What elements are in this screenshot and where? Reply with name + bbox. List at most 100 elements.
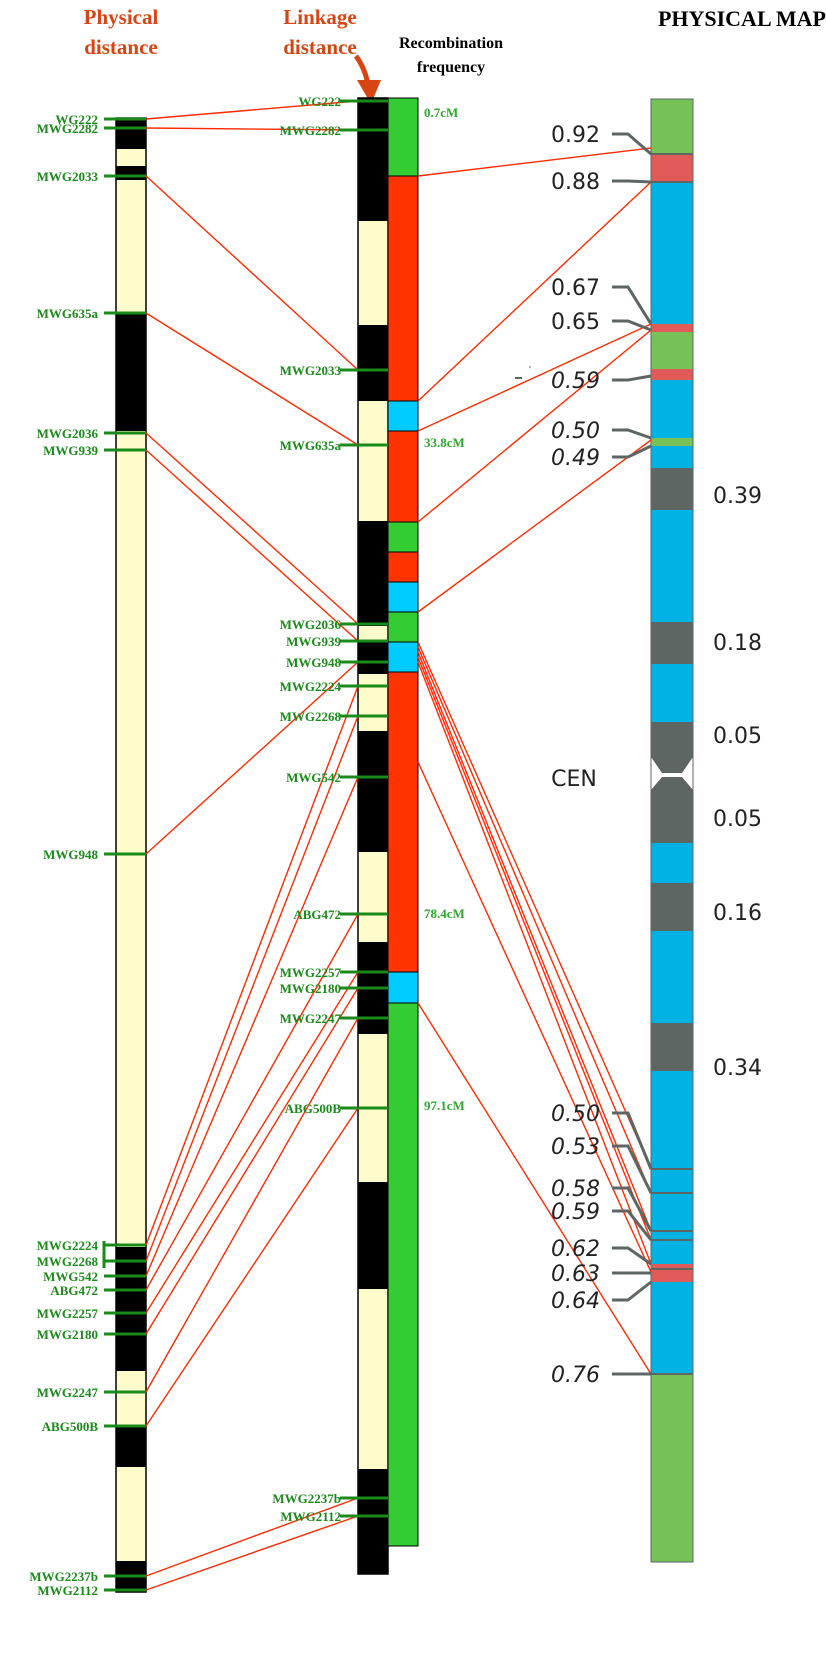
recomb-cm-label: 0.7cM [424,105,458,120]
map-value-tick [612,179,652,184]
recomb-cyan-segment [387,581,419,613]
map-value-label: 0.50 [551,419,600,444]
recombination-frequency-title-line1: Recombination [399,35,503,52]
physical-map-chromosome [650,98,694,1563]
connector-line [417,439,652,613]
map-value-label: 0.76 [551,1363,600,1388]
recomb-cm-label: 78.4cM [424,906,465,921]
mid-chrom-black-band [358,1182,388,1289]
left-marker-label: MWG2224 [37,1238,99,1253]
mid-chrom-black-band [358,640,388,674]
map-value-label: 0.63 [551,1262,600,1287]
map-blue-band [651,1282,693,1374]
mid-marker-label: ABG472 [293,907,341,922]
map-centromere-lower [651,777,693,843]
map-value-label: 0.88 [551,170,600,195]
physical-map-title: PHYSICAL MAP [658,6,826,31]
map-green-band [651,332,693,369]
map-blue-band [651,1071,693,1264]
recomb-red-segment [387,671,419,973]
recomb-cyan-segment [387,641,419,673]
physical-distance-title-line2: distance [84,35,158,59]
connector-line [145,1107,359,1427]
connector-line [145,1515,359,1591]
connector-line [145,1017,359,1393]
mid-marker-labels: WG222 MWG2282 MWG2033 MWG635a MWG2036 MWG939 M… [272,94,388,1524]
recomb-green-segment [387,611,419,643]
left-marker-label: ABG500B [42,1419,99,1434]
map-band-value-label: 0.18 [713,631,762,656]
connector-line [145,432,359,625]
physical-map-tick-lines [612,132,653,1376]
left-marker-label: MWG635a [37,306,99,321]
connector-line [145,715,359,1262]
map-red-band [651,1264,693,1282]
left-marker-label: MWG2257 [37,1306,99,1321]
map-centromere-upper [651,722,693,773]
map-value-tick [612,374,652,382]
map-gray-band [651,883,693,931]
mid-marker-label: MWG542 [286,770,341,785]
left-marker-label: ABG472 [50,1283,98,1298]
map-value-tick [612,132,652,156]
left-marker-label: MWG948 [43,847,98,862]
mid-marker-label: MWG948 [286,655,341,670]
map-blue-band [651,664,693,722]
left-marker-label: MWG2180 [37,1327,98,1342]
recomb-red-segment [387,430,419,523]
connector-line [417,147,652,177]
map-gray-band [651,468,693,510]
physical-map-value-labels: 0.920.880.670.650.590.500.490.500.530.58… [551,123,762,1388]
mid-marker-label: MWG2033 [280,363,342,378]
mid-chrom-black-band [358,325,388,401]
left-marker-label: MWG939 [43,443,98,458]
connector-line [145,175,359,371]
mid-marker-label: ABG500B [285,1101,342,1116]
map-blue-band [651,843,693,883]
connector-line [417,651,652,1232]
connector-line [145,312,359,446]
mid-marker-label: MWG2180 [280,981,341,996]
mid-marker-label: MWG2282 [280,123,341,138]
left-chrom-black-band [116,1247,146,1371]
connector-line [417,641,652,1170]
map-red-band [651,154,693,182]
map-value-label: 0.50 [551,1102,600,1127]
connector-line [145,776,359,1277]
map-value-tick [612,1280,652,1302]
map-value-label: 0.58 [551,1177,600,1202]
recomb-green-segment [387,97,419,177]
map-blue-band [651,182,693,324]
left-chrom-black-band [116,166,146,180]
recomb-cm-label: 97.1cM [424,1098,465,1113]
map-value-label: 0.64 [551,1289,600,1314]
map-value-tick [612,444,652,459]
left-chrom-black-band [116,313,146,431]
mid-chrom-black-band [358,731,388,852]
map-value-label: 0.62 [551,1237,600,1262]
linkage-distance-title-line2: distance [283,35,357,59]
mid-marker-label: WG222 [298,94,341,109]
left-marker-label: MWG2237b [29,1569,98,1584]
left-marker-label: MWG542 [43,1269,98,1284]
map-value-tick [612,428,652,440]
map-value-label: 0.49 [551,446,600,471]
linkage-distance-title-line1: Linkage [283,5,357,29]
map-value-tick [612,1111,653,1170]
map-value-tick [612,1186,653,1232]
map-blue-band [651,380,693,438]
mid-marker-label: MWG2268 [280,709,342,724]
map-green-band [651,1374,693,1562]
map-value-tick [612,1246,652,1266]
connector-line [145,685,359,1246]
mid-marker-label: MWG2112 [280,1509,341,1524]
map-blue-band [651,510,693,622]
marker-connector-lines [145,100,652,1591]
left-marker-label: MWG2268 [37,1254,99,1269]
mid-chrom-black-band [358,98,388,221]
map-value-label: 0.92 [551,123,600,148]
left-marker-label: MWG2247 [37,1385,99,1400]
connector-line [145,1497,359,1577]
